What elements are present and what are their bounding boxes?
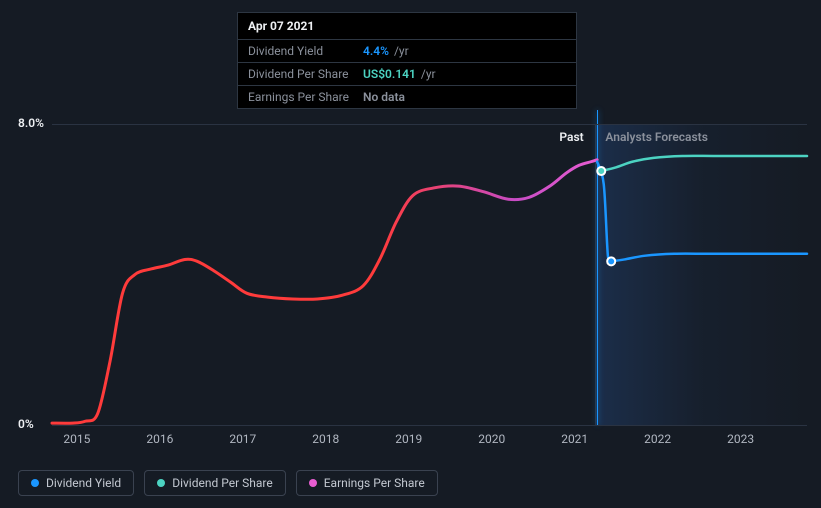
chart-tooltip: Apr 07 2021 Dividend Yield4.4% /yrDivide… bbox=[237, 12, 577, 109]
x-axis-label: 2021 bbox=[561, 432, 588, 446]
tooltip-row-label: Earnings Per Share bbox=[248, 90, 363, 104]
baseline-bottom bbox=[52, 425, 807, 426]
legend-label: Dividend Per Share bbox=[172, 476, 273, 490]
tooltip-row-label: Dividend Per Share bbox=[248, 67, 363, 81]
series-past_blend bbox=[52, 160, 597, 424]
legend-dot-icon bbox=[31, 479, 39, 487]
x-axis-label: 2017 bbox=[229, 432, 256, 446]
tooltip-row-label: Dividend Yield bbox=[248, 44, 363, 58]
tooltip-row: Dividend Per ShareUS$0.141 /yr bbox=[238, 63, 576, 86]
legend-item[interactable]: Dividend Per Share bbox=[144, 470, 286, 496]
tooltip-row-value: No data bbox=[363, 90, 405, 104]
x-axis-label: 2020 bbox=[478, 432, 505, 446]
x-axis-label: 2018 bbox=[312, 432, 339, 446]
tooltip-row: Dividend Yield4.4% /yr bbox=[238, 40, 576, 63]
x-axis-label: 2016 bbox=[146, 432, 173, 446]
series-div_yield_past bbox=[597, 162, 611, 263]
tooltip-date: Apr 07 2021 bbox=[238, 13, 576, 40]
legend-label: Dividend Yield bbox=[46, 476, 121, 490]
legend-item[interactable]: Earnings Per Share bbox=[296, 470, 438, 496]
series-div_per_share_forecast bbox=[601, 156, 807, 171]
chart-svg[interactable] bbox=[52, 110, 807, 425]
dy-marker bbox=[607, 257, 615, 265]
x-axis-label: 2023 bbox=[727, 432, 754, 446]
chart-container: Past Analysts Forecasts 2015201620172018… bbox=[52, 110, 807, 425]
legend-label: Earnings Per Share bbox=[324, 476, 425, 490]
legend: Dividend Yield Dividend Per Share Earnings… bbox=[18, 470, 438, 496]
y-axis-label: 8.0% bbox=[18, 116, 44, 130]
tooltip-row-value: 4.4% /yr bbox=[363, 44, 409, 58]
dps-marker bbox=[597, 167, 605, 175]
x-axis-label: 2019 bbox=[395, 432, 422, 446]
y-axis-label: 0% bbox=[18, 417, 34, 431]
tooltip-row: Earnings Per ShareNo data bbox=[238, 86, 576, 108]
x-axis-label: 2022 bbox=[644, 432, 671, 446]
legend-dot-icon bbox=[309, 479, 317, 487]
tooltip-row-value: US$0.141 /yr bbox=[363, 67, 436, 81]
legend-dot-icon bbox=[157, 479, 165, 487]
x-axis-label: 2015 bbox=[63, 432, 90, 446]
series-div_yield_forecast bbox=[611, 254, 807, 262]
legend-item[interactable]: Dividend Yield bbox=[18, 470, 134, 496]
